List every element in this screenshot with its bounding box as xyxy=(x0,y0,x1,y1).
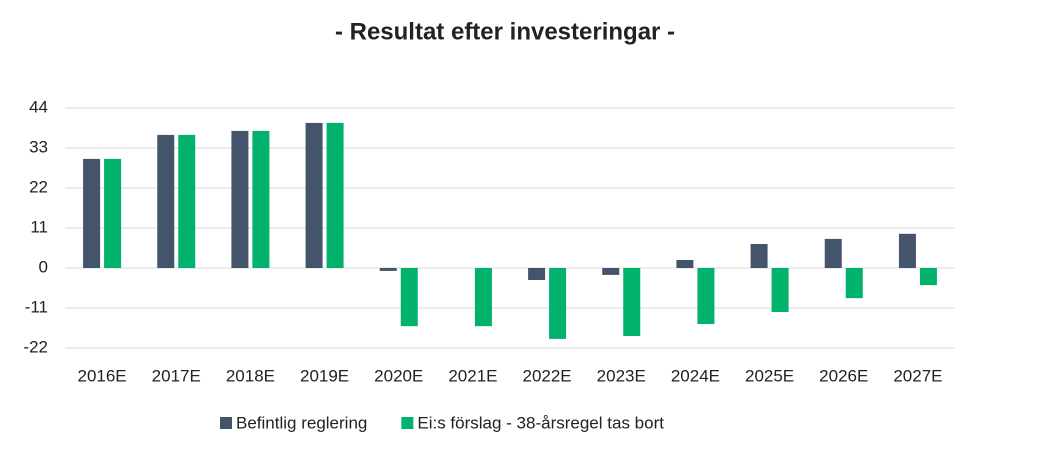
x-tick-label: 2023E xyxy=(597,366,646,385)
bar xyxy=(919,268,937,286)
bar xyxy=(157,134,175,268)
x-tick-label: 2019E xyxy=(300,366,349,385)
bar xyxy=(474,268,492,327)
legend-label: Ei:s förslag - 38-årsregel tas bort xyxy=(417,413,664,432)
y-tick-label: 33 xyxy=(29,137,48,156)
legend-swatch xyxy=(220,417,232,429)
bar xyxy=(379,268,397,271)
bar xyxy=(252,130,270,268)
x-tick-label: 2025E xyxy=(745,366,794,385)
bar xyxy=(305,122,323,268)
legend-label: Befintlig reglering xyxy=(236,413,367,432)
x-tick-label: 2016E xyxy=(77,366,126,385)
bar xyxy=(697,268,715,324)
bar xyxy=(83,158,101,268)
x-tick-label: 2027E xyxy=(893,366,942,385)
y-tick-label: -22 xyxy=(23,337,48,356)
bar xyxy=(178,134,196,268)
bar xyxy=(623,268,641,336)
legend-swatch xyxy=(401,417,414,429)
y-tick-label: 22 xyxy=(29,177,48,196)
y-tick-label: 44 xyxy=(29,97,48,116)
x-tick-label: 2021E xyxy=(448,366,497,385)
x-tick-label: 2026E xyxy=(819,366,868,385)
bar xyxy=(528,268,546,280)
bar xyxy=(898,233,916,268)
bar xyxy=(824,238,842,268)
chart-title: - Resultat efter investeringar - xyxy=(335,18,675,45)
y-tick-label: 0 xyxy=(39,257,48,276)
bar xyxy=(676,260,694,268)
y-tick-label: 11 xyxy=(30,217,48,236)
bar xyxy=(845,268,863,299)
y-tick-label: -11 xyxy=(25,297,48,316)
x-tick-label: 2018E xyxy=(226,366,275,385)
bar xyxy=(104,158,122,268)
x-tick-label: 2020E xyxy=(374,366,423,385)
bar xyxy=(549,268,567,339)
x-tick-label: 2024E xyxy=(671,366,720,385)
bar xyxy=(231,130,249,268)
x-tick-label: 2022E xyxy=(522,366,571,385)
x-tick-label: 2017E xyxy=(152,366,201,385)
bar xyxy=(326,122,344,268)
bar xyxy=(771,268,789,312)
bar xyxy=(602,268,620,275)
bar xyxy=(400,268,418,327)
bar xyxy=(750,244,768,268)
